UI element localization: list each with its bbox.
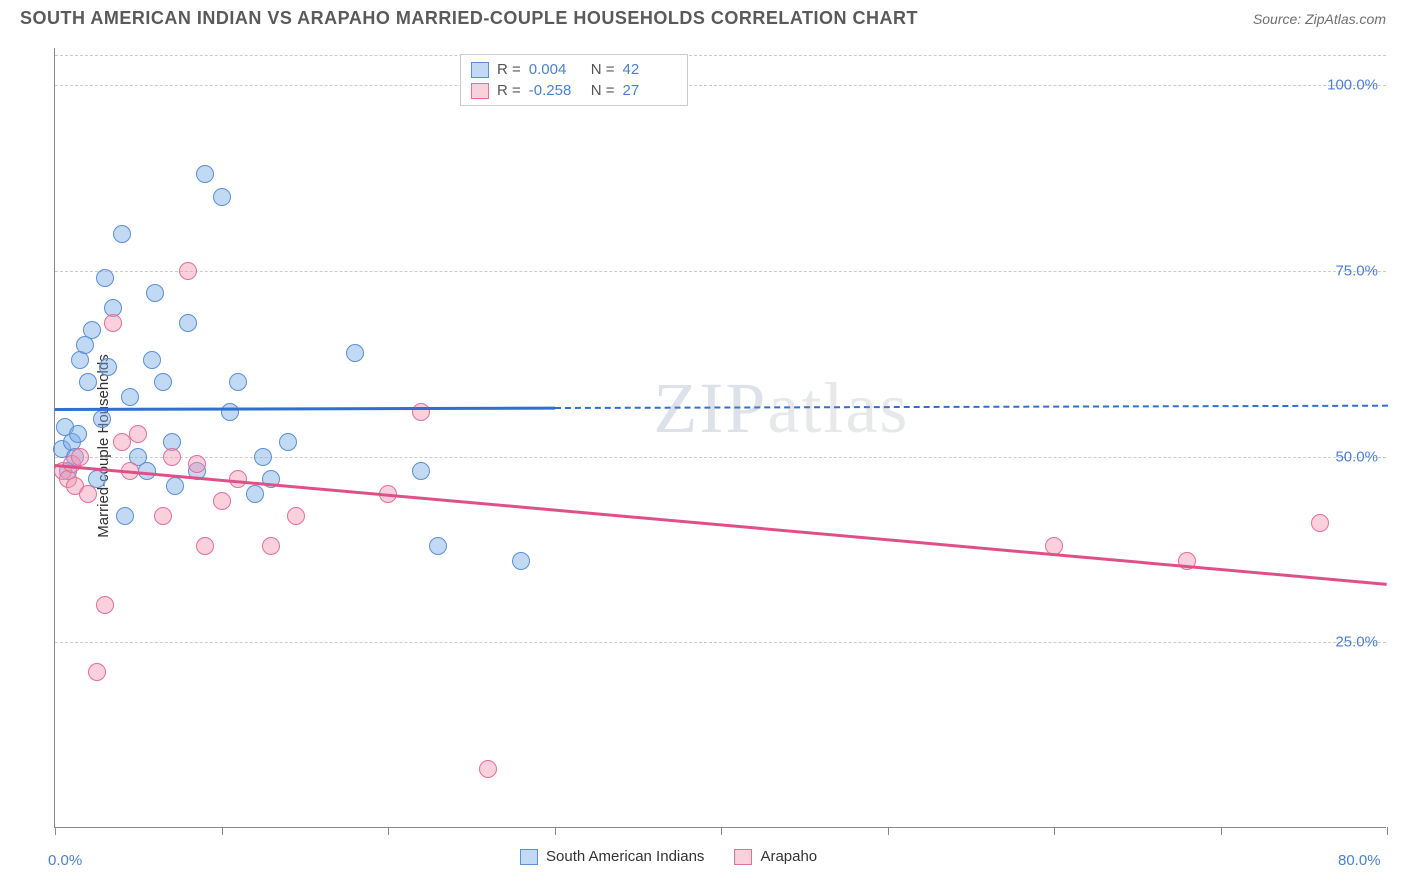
legend-series: South American Indians Arapaho	[520, 848, 817, 865]
x-tick	[55, 827, 56, 835]
legend-stats-box: R = 0.004 N = 42 R = -0.258 N = 27	[460, 54, 688, 106]
point-arapaho	[163, 448, 181, 466]
legend-swatch	[471, 62, 489, 78]
point-arapaho	[287, 507, 305, 525]
point-south-american	[154, 373, 172, 391]
point-arapaho	[79, 485, 97, 503]
stat-r-value: 0.004	[529, 61, 583, 78]
trendline-south-american	[554, 405, 1387, 409]
title-bar: SOUTH AMERICAN INDIAN VS ARAPAHO MARRIED…	[0, 0, 1406, 35]
point-arapaho	[412, 403, 430, 421]
point-arapaho	[479, 760, 497, 778]
legend-series-label: South American Indians	[546, 848, 704, 865]
gridline-horizontal	[55, 271, 1386, 272]
legend-swatch	[734, 849, 752, 865]
x-tick-label: 80.0%	[1338, 852, 1381, 869]
point-south-american	[254, 448, 272, 466]
point-south-american	[196, 165, 214, 183]
point-arapaho	[129, 425, 147, 443]
point-south-american	[143, 351, 161, 369]
point-south-american	[69, 425, 87, 443]
point-arapaho	[1311, 514, 1329, 532]
point-arapaho	[154, 507, 172, 525]
x-tick	[555, 827, 556, 835]
x-tick	[888, 827, 889, 835]
point-south-american	[93, 410, 111, 428]
gridline-horizontal	[55, 642, 1386, 643]
stat-n-value: 42	[623, 61, 677, 78]
point-south-american	[246, 485, 264, 503]
stat-n-label: N =	[591, 82, 615, 99]
stat-r-label: R =	[497, 82, 521, 99]
x-tick	[1387, 827, 1388, 835]
point-south-american	[146, 284, 164, 302]
source-attribution: Source: ZipAtlas.com	[1253, 11, 1386, 27]
point-arapaho	[88, 663, 106, 681]
point-south-american	[229, 373, 247, 391]
point-arapaho	[188, 455, 206, 473]
legend-series-label: Arapaho	[760, 848, 817, 865]
point-south-american	[83, 321, 101, 339]
x-tick	[721, 827, 722, 835]
x-tick-label: 0.0%	[48, 852, 82, 869]
point-south-american	[346, 344, 364, 362]
stat-n-label: N =	[591, 61, 615, 78]
legend-swatch	[471, 83, 489, 99]
x-tick	[1221, 827, 1222, 835]
legend-stats-row: R = -0.258 N = 27	[471, 80, 677, 101]
point-south-american	[279, 433, 297, 451]
stat-r-value: -0.258	[529, 82, 583, 99]
point-arapaho	[113, 433, 131, 451]
gridline-horizontal	[55, 55, 1386, 56]
chart-title: SOUTH AMERICAN INDIAN VS ARAPAHO MARRIED…	[20, 8, 918, 29]
point-arapaho	[179, 262, 197, 280]
stat-n-value: 27	[623, 82, 677, 99]
y-tick-label: 100.0%	[1327, 77, 1378, 94]
point-south-american	[429, 537, 447, 555]
y-tick-label: 25.0%	[1335, 634, 1378, 651]
point-south-american	[221, 403, 239, 421]
point-arapaho	[104, 314, 122, 332]
point-arapaho	[96, 596, 114, 614]
point-arapaho	[71, 448, 89, 466]
point-south-american	[99, 358, 117, 376]
x-tick	[222, 827, 223, 835]
x-tick	[388, 827, 389, 835]
point-arapaho	[262, 537, 280, 555]
point-south-american	[113, 225, 131, 243]
y-tick-label: 75.0%	[1335, 262, 1378, 279]
point-south-american	[179, 314, 197, 332]
point-south-american	[213, 188, 231, 206]
x-tick	[1054, 827, 1055, 835]
stat-r-label: R =	[497, 61, 521, 78]
gridline-horizontal	[55, 85, 1386, 86]
point-south-american	[96, 269, 114, 287]
legend-stats-row: R = 0.004 N = 42	[471, 59, 677, 80]
legend-swatch	[520, 849, 538, 865]
legend-series-item: Arapaho	[734, 848, 817, 865]
point-south-american	[412, 462, 430, 480]
point-south-american	[166, 477, 184, 495]
trendline-south-american	[55, 407, 555, 411]
point-south-american	[512, 552, 530, 570]
y-tick-label: 50.0%	[1335, 448, 1378, 465]
point-arapaho	[196, 537, 214, 555]
trendline-arapaho	[55, 464, 1387, 585]
point-south-american	[121, 388, 139, 406]
point-south-american	[116, 507, 134, 525]
scatter-plot-area: 25.0% 50.0% 75.0% 100.0%	[54, 48, 1386, 828]
point-arapaho	[213, 492, 231, 510]
point-south-american	[79, 373, 97, 391]
legend-series-item: South American Indians	[520, 848, 704, 865]
